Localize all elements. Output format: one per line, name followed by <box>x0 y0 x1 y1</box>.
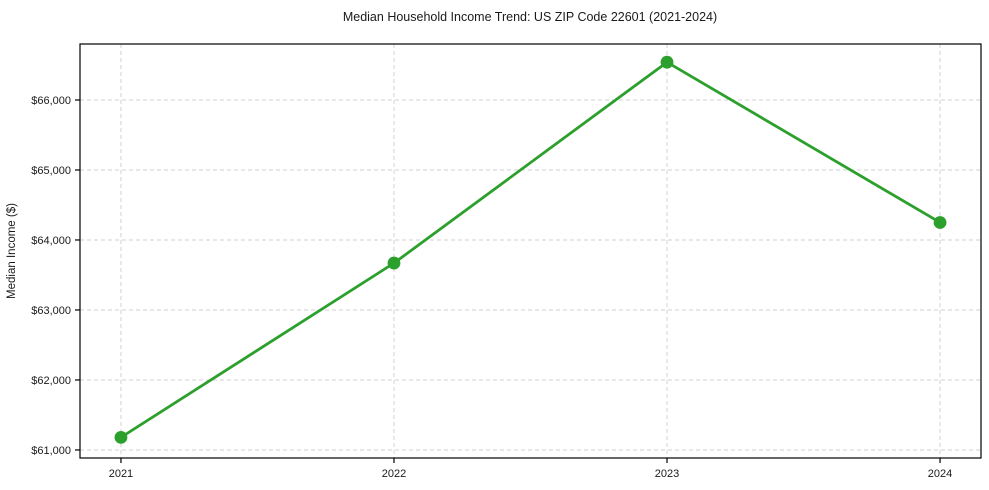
data-point-marker <box>660 55 674 69</box>
plot-area: 2021 2022 2023 2024 $61,000 $62,000 $63,000 $64… <box>31 43 982 480</box>
y-axis-label: Median Income ($) <box>6 203 18 299</box>
y-tick-label: $66,000 <box>31 95 71 107</box>
data-point-marker <box>387 256 401 270</box>
data-point-marker <box>114 430 128 444</box>
y-tick-label: $61,000 <box>31 445 71 457</box>
x-tick-label: 2021 <box>109 468 133 480</box>
y-tick-label: $63,000 <box>31 305 71 317</box>
x-tick-label: 2023 <box>655 468 679 480</box>
data-point-marker <box>933 216 947 229</box>
x-tick-label: 2022 <box>382 468 406 480</box>
y-tick-label: $62,000 <box>31 375 71 387</box>
y-tick-label: $65,000 <box>31 165 71 177</box>
plot-border <box>79 43 982 459</box>
x-tick-label: 2024 <box>928 468 952 480</box>
data-line <box>119 60 942 439</box>
y-tick-label: $64,000 <box>31 235 71 247</box>
chart-title: Median Household Income Trend: US ZIP Co… <box>343 10 717 24</box>
